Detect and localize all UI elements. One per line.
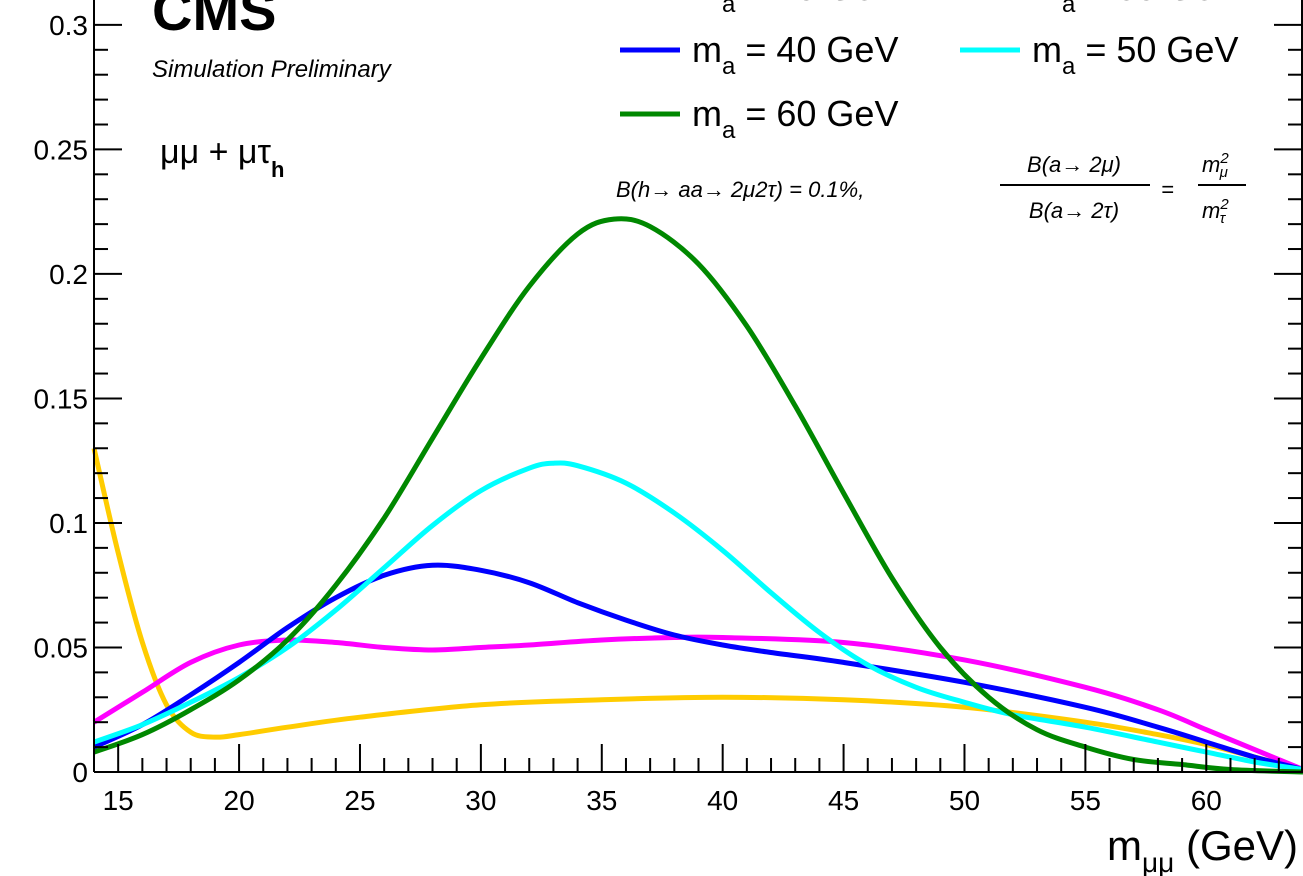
y-tick-label: 0.3: [49, 10, 88, 41]
ratio-denominator: B(a→ 2τ): [1029, 198, 1119, 223]
x-tick-label: 25: [344, 785, 375, 816]
axes-layer: 0 0.05 0.1 0.15 0.2 0.25 0.3 15 20 25 30 35 40 45 50 55…: [34, 0, 1303, 816]
x-tick-label: 60: [1191, 785, 1222, 816]
x-tick-label: 50: [949, 785, 980, 816]
y-tick-label: 0.2: [49, 259, 88, 290]
legend-entry: ma = 60 GeV: [692, 93, 898, 144]
ratio-numerator: B(a→ 2μ): [1027, 152, 1121, 177]
equals-sign: =: [1161, 177, 1174, 202]
series-line-3: [92, 562, 1303, 772]
x-tick-label: 45: [828, 785, 859, 816]
y-tick-label: 0: [72, 757, 88, 788]
y-tick-label: 0.1: [49, 508, 88, 539]
x-axis-label: mμμ (GeV): [1107, 822, 1298, 876]
x-tick-label: 35: [586, 785, 617, 816]
x-tick-label: 55: [1070, 785, 1101, 816]
series-line-1: [91, 447, 1303, 772]
legend-entry: ma = 30 GeV: [1032, 0, 1238, 18]
channel-label: μμ + μτh: [160, 133, 284, 182]
x-tick-label: 20: [224, 785, 255, 816]
br-lhs: B(h→ aa→ 2μ2τ) = 0.1%,: [616, 177, 864, 202]
curves-layer: [91, 216, 1303, 775]
y-tick-label: 0.05: [34, 632, 89, 663]
mass-numerator: m2 μ: [1202, 150, 1229, 181]
series-line-4: [93, 460, 1303, 772]
br-annotation: B(h→ aa→ 2μ2τ) = 0.1%, B(a→ 2μ) B(a→ 2τ)…: [616, 150, 1246, 227]
series-line-5: [93, 216, 1303, 775]
legend-entry: ma = 20 GeV: [692, 0, 898, 18]
legend-entry: ma = 40 GeV: [692, 29, 898, 80]
experiment-label: CMS: [152, 0, 276, 42]
legend-entry: ma = 50 GeV: [1032, 29, 1238, 80]
y-tick-label: 0.15: [34, 383, 89, 414]
mass-denominator: m2 τ: [1202, 196, 1229, 227]
legend: ma = 20 GeV ma = 30 GeV ma = 40 GeV ma = 50…: [620, 0, 1238, 144]
x-tick-label: 40: [707, 785, 738, 816]
x-tick-label: 30: [465, 785, 496, 816]
status-label: Simulation Preliminary: [152, 56, 393, 83]
x-tick-label: 15: [103, 785, 134, 816]
y-tick-label: 0.25: [34, 134, 89, 165]
series-line-2: [92, 634, 1303, 772]
